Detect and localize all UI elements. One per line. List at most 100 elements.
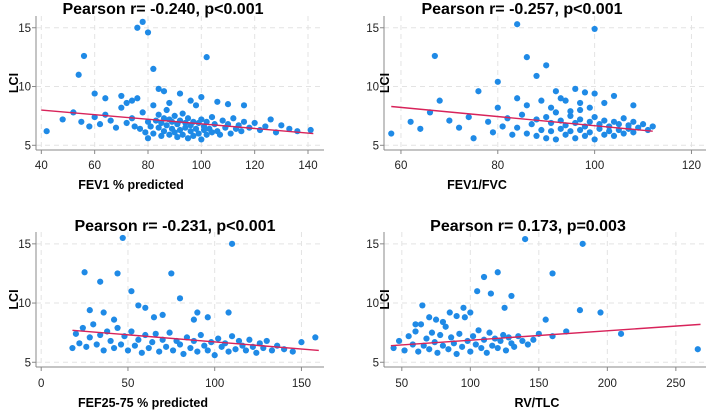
data-point (124, 347, 132, 354)
data-point (118, 92, 125, 100)
data-point (142, 304, 149, 311)
data-point (439, 318, 447, 326)
data-point (601, 99, 608, 107)
data-point (620, 115, 627, 122)
data-point (586, 129, 593, 136)
y-tick-label: 5 (373, 140, 379, 152)
data-point (123, 119, 130, 127)
data-point (523, 102, 530, 109)
data-point (145, 344, 152, 352)
data-point (81, 269, 88, 276)
data-point (131, 342, 138, 349)
data-point (519, 337, 526, 345)
data-point (194, 309, 201, 316)
x-tick-label: 200 (598, 378, 617, 390)
data-point (194, 348, 201, 355)
data-point (147, 123, 154, 130)
data-point (572, 85, 579, 92)
data-point (166, 131, 173, 138)
y-axis-label: LCI (7, 289, 21, 309)
data-point (225, 348, 232, 355)
data-point (489, 129, 497, 136)
data-point (448, 334, 455, 341)
data-point (597, 309, 604, 316)
data-point (467, 309, 474, 316)
data-point (171, 129, 178, 136)
y-tick-label: 15 (18, 23, 31, 35)
data-point (102, 95, 109, 102)
data-point (128, 328, 135, 335)
data-point (128, 97, 136, 104)
data-point (625, 122, 632, 129)
data-point (472, 341, 479, 348)
data-point (240, 102, 248, 109)
data-point (552, 88, 559, 95)
data-point (294, 128, 301, 135)
data-point (460, 304, 467, 311)
data-point (190, 316, 197, 323)
data-point (610, 118, 618, 125)
data-point (543, 62, 550, 69)
data-point (263, 337, 270, 345)
data-point (192, 125, 200, 132)
data-point (118, 104, 125, 111)
data-point (515, 333, 522, 340)
data-point (591, 90, 598, 97)
chart-panel-3: 0 50 100 150 5 10 15 Pearson r= -0.231, p<0.001… (7, 218, 324, 410)
data-point (176, 295, 184, 302)
data-point (514, 21, 521, 28)
x-tick-label: 80 (491, 160, 504, 172)
data-point (461, 314, 468, 321)
data-point (242, 347, 250, 354)
data-point (528, 121, 535, 128)
data-point (262, 123, 269, 130)
data-point (549, 270, 556, 277)
data-point (216, 131, 224, 138)
data-point (511, 343, 518, 350)
data-point (43, 128, 50, 135)
data-point (446, 117, 453, 124)
data-point (235, 337, 243, 345)
data-point (523, 54, 530, 61)
data-point (475, 327, 482, 334)
data-point (144, 118, 152, 125)
y-tick-label: 5 (373, 357, 379, 369)
data-point (552, 109, 559, 116)
data-point (160, 88, 168, 95)
regression-line (391, 105, 653, 132)
data-point (163, 122, 170, 129)
data-point (436, 97, 443, 104)
data-point (168, 270, 175, 277)
data-point (197, 331, 204, 339)
data-point (289, 348, 296, 355)
data-point (91, 113, 98, 121)
data-point (610, 92, 618, 100)
data-point (649, 123, 656, 130)
data-point (494, 269, 501, 276)
data-point (240, 118, 248, 125)
data-point (256, 126, 264, 134)
data-point (581, 89, 589, 96)
data-point (114, 324, 121, 332)
y-axis-label: LCI (378, 289, 392, 309)
x-tick-label: 100 (205, 378, 224, 390)
data-point (630, 129, 637, 136)
data-point (412, 321, 419, 328)
data-point (426, 314, 433, 321)
data-point (434, 349, 441, 356)
data-point (390, 344, 397, 352)
data-point (215, 335, 222, 342)
x-tick-label: 120 (245, 160, 264, 172)
data-point (187, 128, 194, 135)
data-point (204, 347, 211, 354)
data-point (487, 290, 494, 297)
data-point (567, 108, 574, 115)
x-tick-label: 50 (395, 378, 408, 390)
data-point (630, 102, 637, 109)
x-axis-label: RV/TLC (515, 396, 560, 410)
data-point (158, 119, 165, 127)
data-point (426, 346, 433, 353)
data-point (415, 348, 422, 355)
data-point (431, 52, 438, 60)
data-point (144, 135, 152, 142)
